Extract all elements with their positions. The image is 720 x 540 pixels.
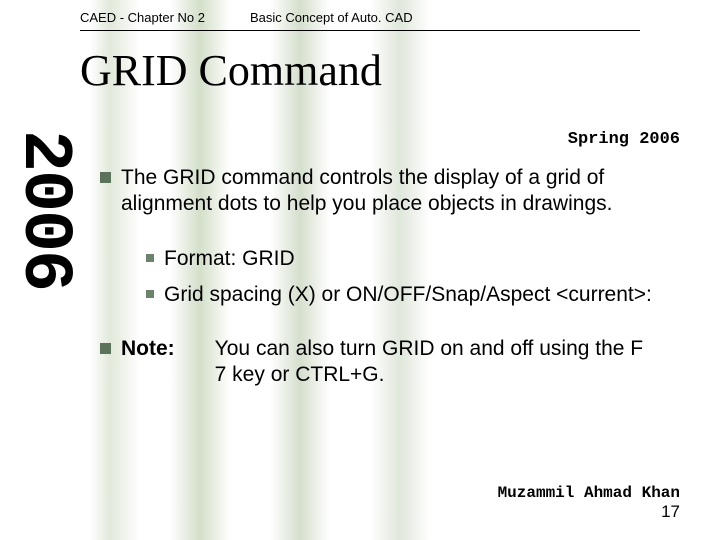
side-year: 2006 — [8, 130, 78, 290]
page-title: GRID Command — [80, 45, 382, 96]
bullet-note: Note: You can also turn GRID on and off … — [100, 336, 660, 389]
sub-bullet: Grid spacing (X) or ON/OFF/Snap/Aspect <… — [146, 282, 660, 308]
bullet-main: The GRID command controls the display of… — [100, 165, 660, 218]
term-label: Spring 2006 — [568, 130, 680, 149]
header-topic: Basic Concept of Auto. CAD — [250, 10, 413, 25]
header-chapter: CAED - Chapter No 2 — [80, 10, 250, 25]
bullet-square-icon — [146, 254, 154, 262]
bullet-square-icon — [100, 343, 111, 354]
note-text: You can also turn GRID on and off using … — [215, 336, 660, 389]
sub-bullet-list: Format: GRID Grid spacing (X) or ON/OFF/… — [146, 246, 660, 309]
bullet-main-text: The GRID command controls the display of… — [121, 165, 660, 218]
slide-container: CAED - Chapter No 2 Basic Concept of Aut… — [0, 0, 720, 540]
footer-author: Muzammil Ahmad Khan — [498, 484, 680, 502]
body-content: The GRID command controls the display of… — [100, 165, 660, 399]
sub-bullet-text: Format: GRID — [164, 246, 660, 272]
sub-bullet-text: Grid spacing (X) or ON/OFF/Snap/Aspect <… — [164, 282, 660, 308]
bullet-square-icon — [146, 290, 154, 298]
header-divider — [80, 30, 640, 31]
sub-bullet: Format: GRID — [146, 246, 660, 272]
bullet-square-icon — [100, 172, 111, 183]
footer-page-number: 17 — [661, 502, 680, 522]
note-label: Note: — [121, 336, 175, 362]
header: CAED - Chapter No 2 Basic Concept of Aut… — [80, 10, 640, 25]
